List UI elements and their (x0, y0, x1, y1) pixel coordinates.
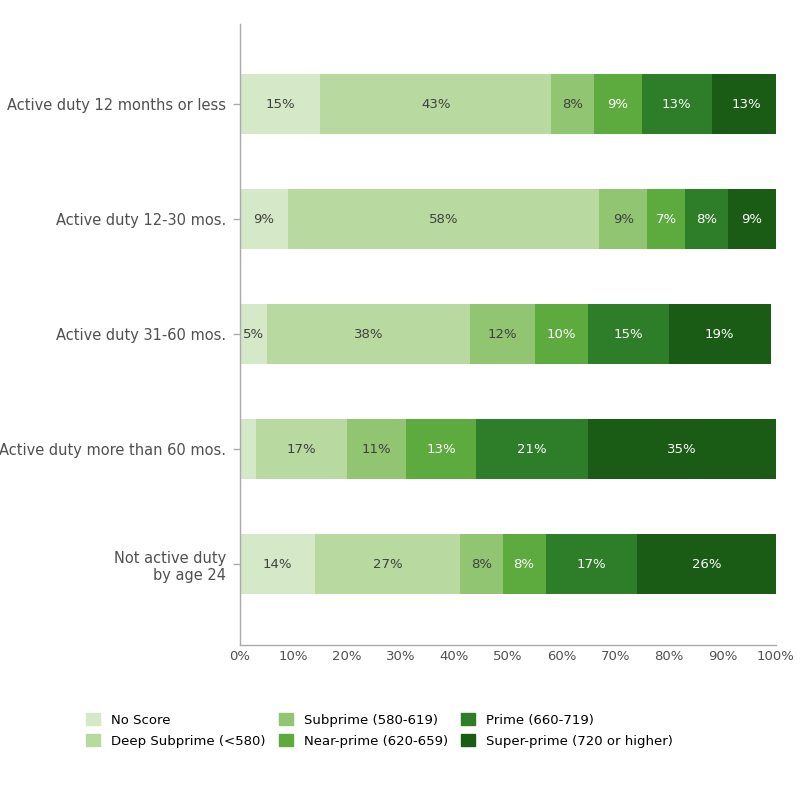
Bar (470, 304, 535, 365)
Bar (460, 534, 502, 594)
Text: 8%: 8% (562, 98, 583, 111)
Text: 17%: 17% (287, 443, 317, 456)
Bar (589, 419, 776, 479)
Bar (240, 189, 288, 249)
Text: 5%: 5% (243, 328, 264, 341)
Bar (240, 304, 267, 365)
Text: 27%: 27% (373, 558, 402, 571)
Bar (240, 75, 320, 135)
Text: 15%: 15% (614, 328, 643, 341)
Text: 14%: 14% (262, 558, 292, 571)
Text: 9%: 9% (254, 213, 274, 226)
Text: 13%: 13% (732, 98, 762, 111)
Bar (728, 189, 776, 249)
Text: 38%: 38% (354, 328, 383, 341)
Bar (240, 419, 256, 479)
Bar (669, 304, 770, 365)
Bar (476, 419, 589, 479)
Bar (256, 419, 347, 479)
Text: 26%: 26% (691, 558, 721, 571)
Bar (647, 189, 685, 249)
Bar (347, 419, 406, 479)
Text: 10%: 10% (547, 328, 576, 341)
Bar (594, 75, 642, 135)
Bar (712, 75, 782, 135)
Text: 11%: 11% (362, 443, 391, 456)
Text: 43%: 43% (421, 98, 450, 111)
Text: 58%: 58% (429, 213, 458, 226)
Bar (320, 75, 551, 135)
Text: 9%: 9% (742, 213, 762, 226)
Bar (685, 189, 728, 249)
Bar (599, 189, 647, 249)
Bar (267, 304, 470, 365)
Bar (551, 75, 594, 135)
Bar (546, 534, 637, 594)
Text: 9%: 9% (607, 98, 628, 111)
Text: 13%: 13% (662, 98, 692, 111)
Text: 8%: 8% (514, 558, 534, 571)
Text: 13%: 13% (426, 443, 456, 456)
Bar (589, 304, 669, 365)
Text: 19%: 19% (705, 328, 734, 341)
Text: 7%: 7% (655, 213, 677, 226)
Legend: No Score, Deep Subprime (<580), Subprime (580-619), Near-prime (620-659), Prime : No Score, Deep Subprime (<580), Subprime… (86, 713, 673, 747)
Text: 17%: 17% (576, 558, 606, 571)
Bar (534, 304, 588, 365)
Text: 35%: 35% (667, 443, 697, 456)
Bar (637, 534, 776, 594)
Bar (288, 189, 599, 249)
Text: 8%: 8% (470, 558, 492, 571)
Text: 12%: 12% (488, 328, 518, 341)
Bar (240, 534, 315, 594)
Text: 21%: 21% (518, 443, 547, 456)
Bar (642, 75, 712, 135)
Bar (502, 534, 546, 594)
Text: 15%: 15% (266, 98, 295, 111)
Bar (315, 534, 460, 594)
Bar (406, 419, 476, 479)
Text: 9%: 9% (613, 213, 634, 226)
Text: 8%: 8% (696, 213, 717, 226)
